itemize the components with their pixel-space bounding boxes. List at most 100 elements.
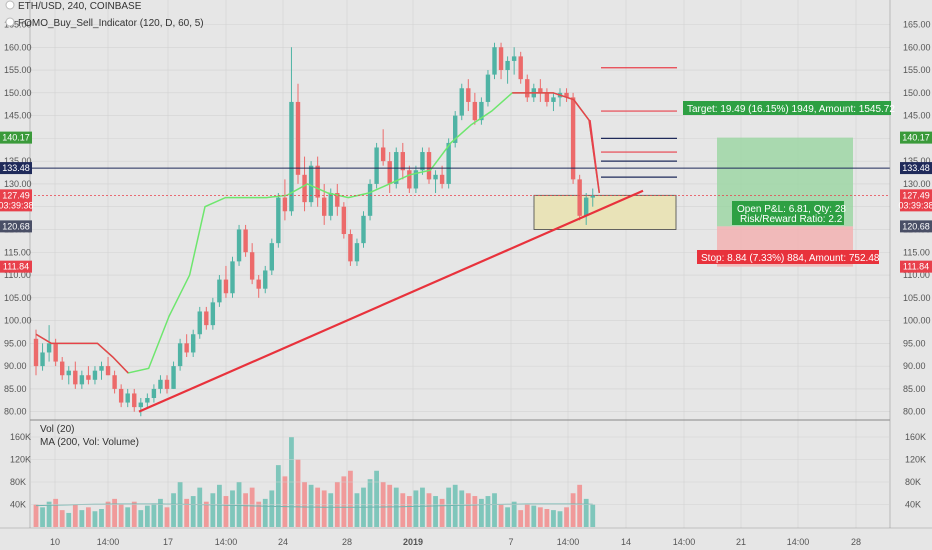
time-axis[interactable]: 10 14:00 17 14:00 24 28 2019 7 14:00 14 14:00 21 14:… [50, 537, 861, 547]
candle-body [263, 270, 268, 289]
time-tick-label: 14:00 [787, 537, 810, 547]
price-tick-label: 110.00 [4, 270, 31, 280]
volume-tick-label: 40K [905, 500, 921, 510]
candle-body [204, 311, 209, 326]
candle-body [269, 243, 274, 271]
volume-bar [53, 498, 59, 527]
price-tag-right [900, 162, 932, 175]
trendline[interactable] [138, 189, 644, 413]
price-tag-left [0, 220, 32, 233]
candle-body [413, 170, 419, 189]
candle-body [577, 179, 582, 216]
price-tick-label: 135.00 [903, 156, 931, 166]
volume-tick-label: 120K [10, 455, 31, 465]
price-tick-label: 95.00 [903, 338, 926, 348]
candle-body [511, 56, 517, 61]
price-tick-label: 155.00 [4, 65, 32, 75]
volume-bar [184, 498, 190, 527]
candle-body [33, 338, 39, 367]
price-tick-label: 105.00 [4, 293, 32, 303]
candle-body [551, 97, 556, 102]
price-tag-left [0, 162, 32, 175]
candle-body [518, 56, 523, 80]
volume-bar [387, 484, 393, 527]
candle-body [223, 279, 229, 294]
price-tag-text: 111.84 [3, 262, 29, 272]
price-tick-label: 105.00 [903, 293, 931, 303]
candle-body [53, 343, 58, 362]
open-pnl-label[interactable]: Open P&L: 6.81, Qty: 28 Risk/Reward Rati… [732, 201, 846, 225]
candle-body [46, 343, 52, 353]
volume-bar [544, 509, 550, 527]
candle-body [544, 92, 550, 102]
price-tag-right [900, 260, 932, 273]
price-tag-text: 133.48 [902, 163, 930, 173]
volume-bar [505, 507, 510, 527]
volume-bar [210, 493, 216, 527]
stop-text: Stop: 8.84 (7.33%) 884, Amount: 752.48 [701, 253, 880, 264]
volume-tick-label: 160K [10, 432, 31, 442]
target-label[interactable]: Target: 19.49 (16.15%) 1949, Amount: 154… [683, 101, 895, 115]
stop-label-bg [697, 250, 879, 264]
volume-bar [485, 496, 491, 527]
candle-body [151, 388, 157, 399]
volume-bar [492, 493, 497, 527]
stop-label[interactable]: Stop: 8.84 (7.33%) 884, Amount: 752.48 [697, 250, 880, 264]
candle-body [99, 366, 104, 371]
candles [33, 42, 595, 417]
price-tag-text: 120.68 [2, 221, 30, 231]
volume-bar [537, 507, 543, 527]
volume-bar [348, 470, 353, 527]
volume-bar [354, 493, 360, 527]
candle-body [315, 165, 320, 198]
candle-body [66, 370, 71, 376]
candle-body [92, 370, 98, 380]
candle-body [453, 115, 458, 143]
candle-body [158, 379, 163, 389]
volume-ma-title: MA (200, Vol: Volume) [40, 437, 139, 448]
volume-bar [33, 504, 39, 527]
volume-bar [230, 490, 235, 527]
candle-body [236, 229, 242, 262]
price-tick-label: 130.00 [4, 179, 32, 189]
volume-bar [328, 493, 334, 527]
volume-bar [511, 501, 517, 527]
volume-bar [118, 504, 124, 527]
price-tag-text: 120.68 [902, 221, 930, 231]
candle-body [302, 174, 307, 203]
volume-bar [144, 505, 150, 527]
candle-body [459, 88, 464, 116]
volume-tick-label: 160K [905, 432, 926, 442]
price-tick-label: 100.00 [4, 316, 32, 326]
volume-bar [282, 476, 288, 527]
candle-body [570, 97, 576, 180]
candle-body [308, 165, 314, 203]
time-tick-label: 14:00 [97, 537, 120, 547]
price-tick-label: 165.00 [4, 20, 32, 30]
volume-bar [524, 504, 530, 527]
volume-bar [243, 493, 248, 527]
volume-bar [138, 510, 144, 527]
time-tick-label: 28 [342, 537, 352, 547]
eye-icon[interactable] [5, 0, 15, 10]
price-tag-left [0, 189, 32, 202]
candle-body [118, 388, 124, 403]
volume-bar [446, 487, 452, 527]
eye-icon[interactable] [5, 17, 15, 27]
candle-body [367, 183, 373, 216]
price-tag-right [900, 189, 932, 202]
candle-body [525, 79, 530, 98]
price-tick-label: 145.00 [4, 111, 32, 121]
time-tick-label: 2019 [403, 537, 423, 547]
volume-bar [413, 490, 419, 527]
price-tick-label: 160.00 [903, 42, 931, 52]
candle-body [538, 88, 543, 93]
volume-bar [570, 493, 576, 527]
volume-axis: 40K 40K 80K 80K 120K 120K 160K 160K [10, 432, 926, 510]
price-tick-label: 85.00 [4, 384, 27, 394]
volume-bar [112, 498, 117, 527]
candle-body [433, 174, 438, 180]
price-tick-label: 155.00 [903, 65, 931, 75]
price-tick-label: 130.00 [903, 179, 931, 189]
